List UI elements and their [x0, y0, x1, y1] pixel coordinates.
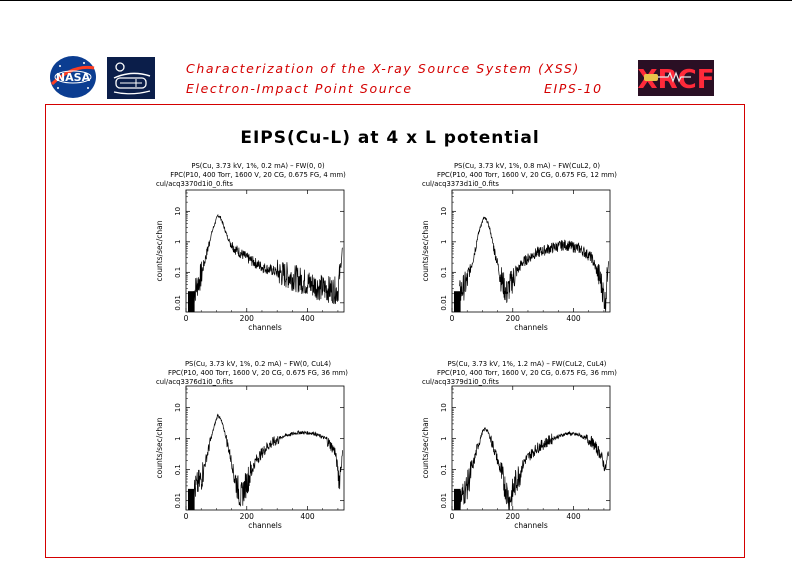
y-tick-label: 10 [440, 207, 448, 216]
y-tick-label: 0.01 [174, 493, 182, 509]
x-axis-label: channels [248, 323, 282, 332]
plot-axes-box [185, 189, 345, 313]
panel-header-line: PS(Cu, 3.73 kV, 1%, 0.2 mA) – FW(0, 0) [191, 162, 325, 170]
panel-header-line: FPC(P10, 400 Torr, 1600 V, 20 CG, 0.675 … [168, 369, 348, 377]
y-tick-label: 1 [174, 240, 182, 244]
y-tick-label: 0.01 [440, 295, 448, 311]
panel-header-line: PS(Cu, 3.73 kV, 1%, 0.8 mA) – FW(CuL2, 0… [454, 162, 600, 170]
low-channel-block [188, 291, 195, 312]
y-tick-label: 1 [174, 436, 182, 440]
y-axis-label: counts/sec/chan [421, 220, 430, 281]
x-tick-label: 400 [300, 512, 315, 521]
x-tick-label: 0 [184, 512, 189, 521]
panel-header-line: FPC(P10, 400 Torr, 1600 V, 20 CG, 0.675 … [437, 369, 617, 377]
spectrum-panel-4: PS(Cu, 3.73 kV, 1%, 1.2 mA) – FW(CuL2, C… [421, 360, 617, 530]
y-axis-label: counts/sec/chan [421, 417, 430, 478]
spectrum-line [459, 216, 609, 312]
header-subtitle: Electron-Impact Point Source [186, 81, 413, 96]
panel-file-name: cul/acq3373d1i0_0.fits [422, 180, 499, 188]
panel-header-line: PS(Cu, 3.73 kV, 1%, 1.2 mA) – FW(CuL2, C… [448, 360, 607, 368]
y-axis-label: counts/sec/chan [155, 417, 164, 478]
low-channel-block [454, 488, 461, 510]
chart-title: EIPS(Cu-L) at 4 x L potential [240, 128, 540, 148]
low-channel-block [188, 488, 195, 510]
y-tick-label: 0.1 [440, 464, 448, 475]
y-tick-label: 0.1 [174, 464, 182, 475]
figure-frame [45, 104, 745, 558]
spectrum-panel-2: PS(Cu, 3.73 kV, 1%, 0.8 mA) – FW(CuL2, 0… [421, 162, 617, 332]
x-tick-label: 0 [184, 314, 189, 323]
panel-header-line: PS(Cu, 3.73 kV, 1%, 0.2 mA) – FW(0, CuL4… [185, 360, 331, 368]
y-tick-label: 1 [440, 240, 448, 244]
y-axis-label: counts/sec/chan [155, 220, 164, 281]
y-tick-label: 0.01 [440, 493, 448, 509]
y-tick-label: 10 [440, 403, 448, 412]
panel-file-name: cul/acq3376d1i0_0.fits [156, 378, 233, 386]
x-axis-label: channels [248, 521, 282, 530]
y-tick-label: 0.1 [440, 267, 448, 278]
low-channel-block [454, 291, 461, 312]
y-tick-label: 10 [174, 403, 182, 412]
x-tick-label: 200 [240, 314, 255, 323]
x-tick-label: 400 [566, 314, 581, 323]
spectrum-panel-3: PS(Cu, 3.73 kV, 1%, 0.2 mA) – FW(0, CuL4… [155, 360, 348, 530]
plot-axes-box [185, 385, 345, 511]
x-tick-label: 0 [450, 512, 455, 521]
spectrum-line [193, 413, 343, 507]
x-tick-label: 400 [566, 512, 581, 521]
xrcf-logo: XRCF [638, 60, 714, 96]
x-axis-label: channels [514, 521, 548, 530]
panel-header-line: FPC(P10, 400 Torr, 1600 V, 20 CG, 0.675 … [170, 171, 346, 179]
spectrum-line [459, 427, 609, 510]
x-tick-label: 200 [506, 314, 521, 323]
header-title: Characterization of the X-ray Source Sys… [186, 61, 580, 76]
panel-file-name: cul/acq3379d1i0_0.fits [422, 378, 499, 386]
panel-file-name: cul/acq3370d1i0_0.fits [156, 180, 233, 188]
top-rule [0, 0, 792, 1]
y-tick-label: 10 [174, 207, 182, 216]
y-tick-label: 0.01 [174, 295, 182, 311]
y-tick-label: 0.1 [174, 267, 182, 278]
x-tick-label: 400 [300, 314, 315, 323]
x-tick-label: 200 [240, 512, 255, 521]
nasa-logo-text: NASA [56, 71, 91, 84]
spectrum-line [193, 213, 343, 305]
y-tick-label: 1 [440, 436, 448, 440]
spectrum-panel-1: PS(Cu, 3.73 kV, 1%, 0.2 mA) – FW(0, 0)FP… [155, 162, 346, 332]
plot-axes-box [451, 385, 611, 511]
panel-header-line: FPC(P10, 400 Torr, 1600 V, 20 CG, 0.675 … [437, 171, 617, 179]
x-tick-label: 200 [506, 512, 521, 521]
msfc-emblem-logo [107, 57, 155, 99]
nasa-logo: NASA [50, 56, 96, 98]
x-axis-label: channels [514, 323, 548, 332]
x-tick-label: 0 [450, 314, 455, 323]
header-doc-id: EIPS-10 [544, 81, 603, 96]
